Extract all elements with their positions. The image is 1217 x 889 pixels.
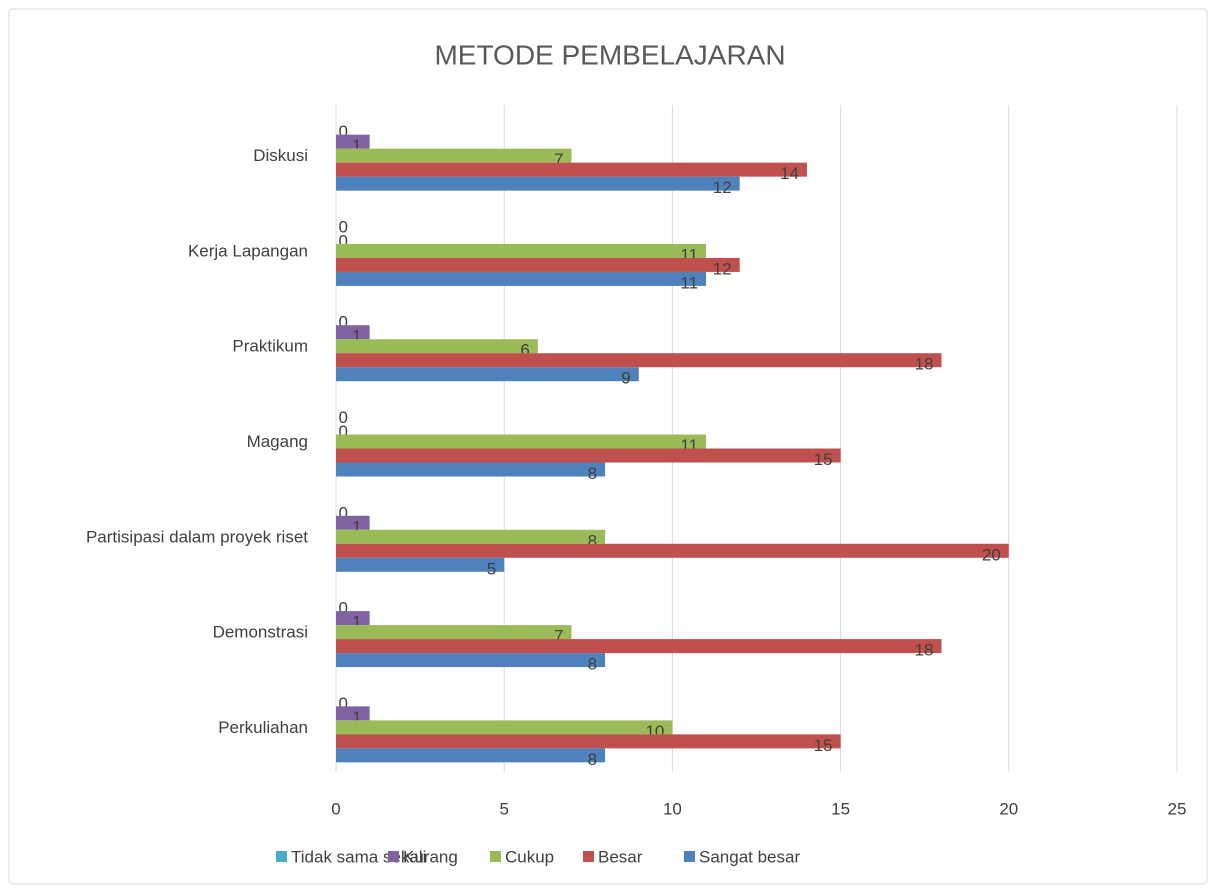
y-tick-label: Demonstrasi [213,623,308,642]
legend-swatch [276,851,287,862]
y-tick-label: Perkuliahan [218,718,308,737]
bar [336,706,370,721]
bar [336,243,707,258]
data-label: 0 [339,408,348,427]
bar [336,611,370,626]
data-label: 0 [339,599,348,618]
bar [336,257,740,272]
data-label: 12 [713,259,732,278]
legend-swatch [490,851,501,862]
bar [336,653,606,668]
data-label: 8 [588,464,597,483]
data-label: 9 [621,369,630,388]
data-label: 8 [588,531,597,550]
data-label: 0 [339,122,348,141]
bar [336,639,942,654]
y-tick-label: Magang [247,432,308,451]
x-tick-label: 15 [831,799,850,818]
bar [336,515,370,530]
data-label: 0 [339,313,348,332]
legend-label: Besar [598,847,643,866]
bar [336,271,707,286]
data-label: 1 [352,517,361,536]
data-label: 18 [915,355,934,374]
data-label: 1 [352,136,361,155]
legend-label: Kurang [403,847,458,866]
bar [336,720,673,735]
x-tick-label: 10 [663,799,682,818]
bar [336,148,572,163]
legend-swatch [388,851,399,862]
bar [336,353,942,368]
data-label: 1 [352,327,361,346]
data-label: 0 [339,217,348,236]
data-label: 1 [352,613,361,632]
data-label: 15 [814,736,833,755]
y-tick-label: Diskusi [253,146,308,165]
data-label: 8 [588,655,597,674]
bar [336,448,841,463]
data-label: 1 [352,708,361,727]
x-tick-label: 20 [999,799,1018,818]
bar [336,734,841,749]
chart-title: METODE PEMBELAJARAN [434,39,785,70]
data-label: 0 [339,694,348,713]
data-label: 0 [339,422,348,441]
x-tick-label: 0 [331,799,340,818]
bar [336,367,639,382]
bar [336,543,1009,558]
legend-label: Cukup [505,847,554,866]
data-label: 8 [588,750,597,769]
legend-swatch [583,851,594,862]
data-label: 20 [982,545,1001,564]
data-label: 6 [520,341,529,360]
legend-label: Sangat besar [699,847,800,866]
data-label: 0 [339,231,348,250]
x-tick-label: 5 [499,799,508,818]
data-label: 11 [680,273,698,292]
data-label: 0 [339,503,348,522]
bar [336,325,370,340]
bar [336,434,707,449]
data-label: 12 [713,178,732,197]
bar [336,162,807,177]
bar [336,625,572,640]
bar [336,462,606,477]
data-label: 7 [554,150,563,169]
y-tick-label: Praktikum [232,337,308,356]
bar [336,557,505,572]
bar [336,748,606,763]
bar [336,529,606,544]
data-label: 18 [915,641,934,660]
y-tick-label: Kerja Lapangan [188,241,308,260]
bar [336,134,370,149]
bar [336,339,538,354]
bar [336,176,740,191]
data-label: 5 [487,559,496,578]
legend-swatch [684,851,695,862]
data-label: 14 [780,164,799,183]
data-label: 15 [814,450,833,469]
data-label: 7 [554,627,563,646]
y-tick-label: Partisipasi dalam proyek riset [86,527,308,546]
x-tick-label: 25 [1168,799,1187,818]
